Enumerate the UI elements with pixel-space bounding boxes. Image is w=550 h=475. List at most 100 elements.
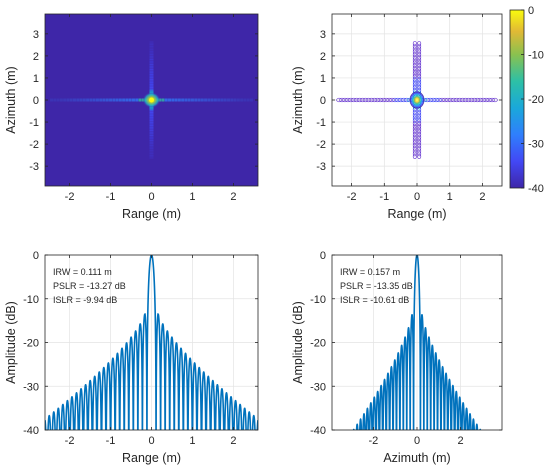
metric-annotation: PSLR = -13.35 dB xyxy=(340,281,413,291)
azimuth-contour xyxy=(412,129,417,135)
range-sidelobe xyxy=(161,98,165,102)
range-sidelobe xyxy=(207,98,211,102)
range-contour xyxy=(456,97,463,103)
range-contour xyxy=(459,97,466,103)
y-tick-label: -2 xyxy=(316,139,326,151)
colorbar-tick-label: -10 xyxy=(528,50,544,62)
range-sidelobe xyxy=(56,98,60,102)
range-sidelobe xyxy=(204,98,208,102)
range-sidelobe xyxy=(102,98,106,102)
y-axis-label: Azimuth (m) xyxy=(4,66,18,133)
azimuth-contour xyxy=(412,65,417,71)
azimuth-contour xyxy=(412,126,417,132)
azimuth-sidelobe xyxy=(149,152,154,157)
range-contour xyxy=(401,97,407,103)
range-sidelobe xyxy=(95,98,99,102)
y-tick-label: 1 xyxy=(320,73,326,85)
azimuth-sidelobe xyxy=(149,122,154,126)
y-tick-label: -10 xyxy=(310,294,326,306)
azimuth-contour xyxy=(412,134,417,140)
azimuth-contour xyxy=(412,118,417,124)
metric-annotation: ISLR = -10.61 dB xyxy=(340,295,409,305)
range-contour xyxy=(492,97,498,103)
azimuth-sidelobe xyxy=(149,132,154,137)
azimuth-contour xyxy=(417,109,422,115)
x-tick-label: 1 xyxy=(189,435,195,447)
azimuth-sidelobe xyxy=(149,53,154,58)
range-contour xyxy=(474,97,481,103)
range-contour xyxy=(383,97,389,103)
range-sidelobe xyxy=(174,98,178,102)
y-tick-label: -1 xyxy=(29,117,39,129)
azimuth-contour xyxy=(417,43,422,49)
colorbar-tick-label: -30 xyxy=(528,139,544,151)
x-tick-label: -2 xyxy=(347,191,357,203)
range-sidelobe xyxy=(72,98,76,102)
azimuth-contour xyxy=(417,51,422,58)
range-contour xyxy=(480,97,486,103)
range-sidelobe xyxy=(122,98,126,102)
azimuth-sidelobe xyxy=(149,124,154,129)
range-contour xyxy=(433,97,439,103)
range-sidelobe xyxy=(213,98,217,102)
range-sidelobe xyxy=(118,98,122,102)
azimuth-contour xyxy=(412,140,417,146)
x-tick-label: -1 xyxy=(106,191,116,203)
range-sidelobe xyxy=(66,98,70,102)
range-sidelobe xyxy=(220,98,224,102)
azimuth-contour xyxy=(412,54,417,60)
azimuth-contour xyxy=(417,54,422,60)
range-sidelobe xyxy=(210,98,214,102)
azimuth-contour xyxy=(417,49,422,55)
azimuth-contour xyxy=(412,60,417,66)
azimuth-sidelobe xyxy=(149,69,154,73)
azimuth-sidelobe xyxy=(149,119,154,124)
azimuth-contour xyxy=(412,79,417,85)
range-sidelobe xyxy=(233,98,237,102)
range-sidelobe xyxy=(135,98,139,102)
range-contour xyxy=(445,97,451,103)
mainlobe-contour xyxy=(410,92,424,108)
azimuth-sidelobe xyxy=(149,140,154,144)
azimuth-sidelobe xyxy=(149,109,154,114)
range-sidelobe xyxy=(240,98,244,102)
azimuth-contour xyxy=(417,112,422,118)
range-contour xyxy=(430,97,436,103)
y-tick-label: -30 xyxy=(23,381,39,393)
azimuth-contour xyxy=(417,68,422,74)
range-contour xyxy=(468,97,475,103)
range-contour xyxy=(436,97,442,103)
range-sidelobe xyxy=(86,98,90,102)
range-sidelobe xyxy=(115,98,119,102)
y-tick-label: -30 xyxy=(310,381,326,393)
azimuth-contour xyxy=(412,123,417,129)
amplitude-line xyxy=(352,255,482,430)
azimuth-contour xyxy=(417,120,422,126)
range-contour xyxy=(439,97,445,103)
azimuth-contour xyxy=(417,151,422,157)
azimuth-sidelobe xyxy=(149,41,154,45)
y-tick-label: 0 xyxy=(320,250,326,262)
range-sidelobe xyxy=(243,98,247,102)
colorbar-tick-label: 0 xyxy=(528,5,534,17)
range-sidelobe xyxy=(131,98,135,102)
azimuth-contour xyxy=(412,74,417,80)
azimuth-sidelobe xyxy=(149,112,154,116)
x-tick-label: -2 xyxy=(65,191,75,203)
range-contour xyxy=(336,97,342,103)
heatmap-peak-core xyxy=(149,97,154,103)
azimuth-contour xyxy=(412,85,417,91)
azimuth-sidelobe xyxy=(149,43,154,48)
range-contour xyxy=(392,97,398,103)
range-sidelobe xyxy=(138,98,142,102)
range-sidelobe xyxy=(59,98,63,102)
azimuth-contour xyxy=(417,62,422,69)
range-contour xyxy=(483,97,489,103)
azimuth-contour xyxy=(412,71,417,77)
x-tick-label: 0 xyxy=(414,191,420,203)
azimuth-contour xyxy=(412,137,417,143)
range-sidelobe xyxy=(109,98,113,102)
metric-annotation: IRW = 0.157 m xyxy=(340,267,400,277)
x-tick-label: -2 xyxy=(65,435,75,447)
range-sidelobe xyxy=(194,98,198,102)
